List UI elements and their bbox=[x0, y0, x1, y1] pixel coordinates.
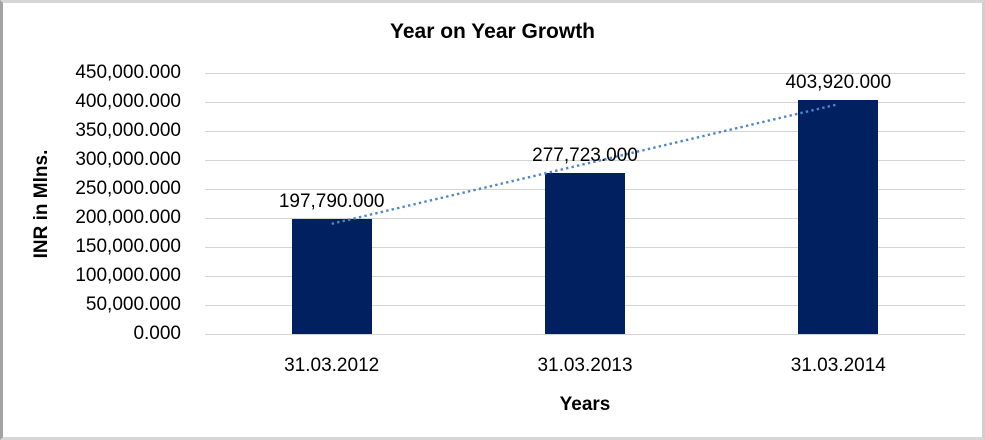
chart-title: Year on Year Growth bbox=[389, 20, 596, 43]
category-label: 31.03.2013 bbox=[537, 355, 633, 376]
y-tick-label: 350,000.000 bbox=[75, 120, 181, 141]
y-tick-label: 250,000.000 bbox=[75, 178, 181, 199]
x-axis-title: Years bbox=[559, 394, 611, 415]
gridline bbox=[205, 102, 965, 103]
y-axis-title: INR in Mlns. bbox=[31, 149, 52, 259]
data-label: 403,920.000 bbox=[785, 71, 892, 93]
category-label: 31.03.2012 bbox=[284, 355, 380, 376]
gridline bbox=[205, 73, 965, 74]
gridline bbox=[205, 131, 965, 132]
category-label: 31.03.2014 bbox=[790, 355, 886, 376]
y-tick-label: 150,000.000 bbox=[75, 236, 181, 257]
gridline bbox=[205, 160, 965, 161]
bar-31.03.2014 bbox=[798, 99, 879, 334]
y-tick-label: 50,000.000 bbox=[85, 294, 181, 315]
gridline bbox=[205, 334, 965, 335]
y-tick-label: 0.000 bbox=[133, 323, 181, 344]
y-tick-label: 450,000.000 bbox=[75, 62, 181, 83]
y-tick-label: 100,000.000 bbox=[75, 265, 181, 286]
bar-31.03.2012 bbox=[291, 219, 372, 334]
bar-31.03.2013 bbox=[545, 172, 625, 334]
data-label: 197,790.000 bbox=[278, 191, 385, 213]
y-tick-label: 400,000.000 bbox=[75, 91, 181, 112]
y-tick-label: 200,000.000 bbox=[75, 207, 181, 228]
plot-area bbox=[205, 73, 965, 335]
data-label: 277,723.000 bbox=[532, 144, 638, 166]
y-tick-label: 300,000.000 bbox=[75, 149, 181, 170]
